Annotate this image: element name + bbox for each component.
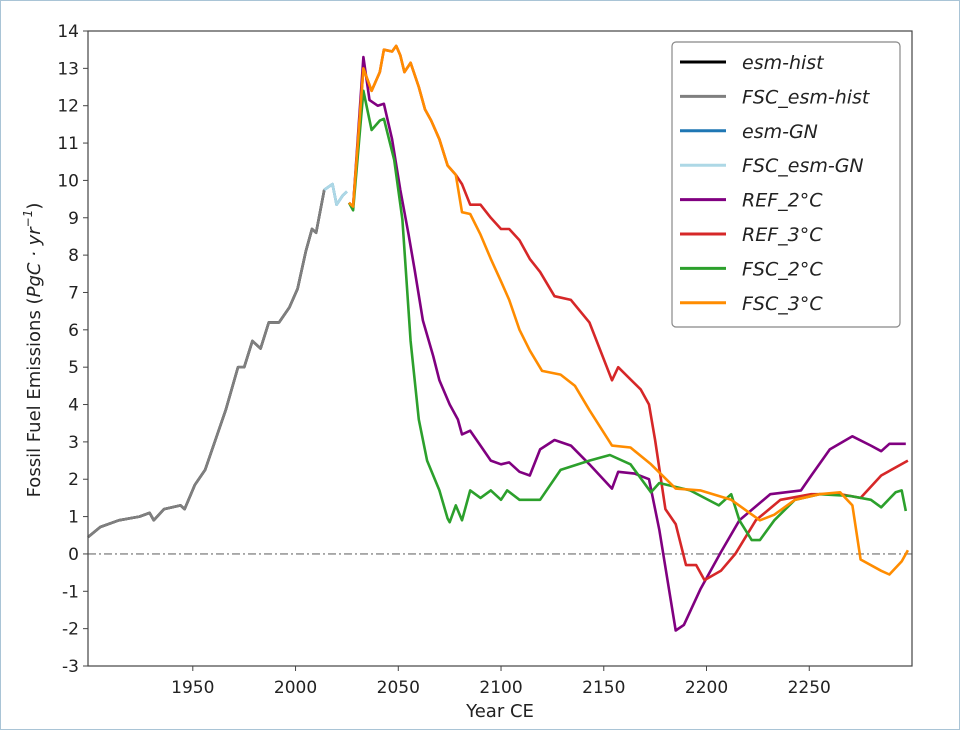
legend-entry: esm-GN	[680, 121, 818, 143]
x-tick-label: 2100	[479, 678, 522, 698]
series-line-esm-hist	[87, 189, 326, 539]
y-label-suffix: )	[24, 203, 45, 210]
y-tick-label: 14	[57, 22, 79, 42]
y-tick-label: 8	[68, 246, 79, 266]
y-tick-label: 4	[68, 396, 79, 416]
x-axis-label: Year CE	[465, 701, 534, 722]
legend-label: esm-hist	[742, 52, 825, 74]
x-tick-label: 1950	[171, 678, 214, 698]
legend-label: FSC_esm-hist	[742, 86, 871, 108]
series-layer	[87, 44, 912, 632]
x-tick-label: 2150	[582, 678, 625, 698]
y-tick-label: -2	[62, 620, 79, 640]
legend-label: REF_3°C	[742, 224, 823, 246]
y-label-unit: PgC · yr	[24, 226, 45, 298]
legend-entry: FSC_2°C	[680, 258, 823, 280]
y-tick-label: 12	[57, 97, 79, 117]
y-tick-label: 13	[57, 59, 79, 79]
y-label-exponent: −1	[21, 210, 35, 228]
series-line-fsc-3-c	[348, 44, 910, 576]
legend-entry: FSC_esm-GN	[680, 155, 864, 177]
legend-entry: FSC_esm-hist	[680, 86, 871, 108]
legend-label: FSC_2°C	[742, 258, 823, 280]
y-tick-label: 6	[68, 321, 79, 341]
series-line-fsc-esm-hist	[87, 189, 326, 539]
legend-label: REF_2°C	[742, 190, 823, 212]
legend-entry: REF_3°C	[680, 224, 823, 246]
y-tick-label: 1	[68, 508, 79, 528]
legend-entry: esm-hist	[680, 52, 825, 74]
y-tick-label: 2	[68, 470, 79, 490]
x-tick-label: 2000	[274, 678, 317, 698]
legend: esm-hist FSC_esm-hist esm-GN FSC_esm-GN REF_…	[671, 41, 901, 328]
y-axis-label: Fossil Fuel Emissions (PgC · yr−1)	[21, 203, 45, 498]
x-tick-label: 2050	[377, 678, 420, 698]
legend-label: FSC_esm-GN	[742, 155, 864, 177]
x-tick-label: 2250	[788, 678, 831, 698]
y-label-prefix: Fossil Fuel Emissions (	[24, 297, 45, 497]
legend-label: esm-GN	[742, 121, 818, 143]
y-tick-label: 9	[68, 209, 79, 229]
legend-entry: FSC_3°C	[680, 293, 823, 315]
y-tick-label: 11	[57, 134, 79, 154]
y-tick-label: -1	[62, 582, 79, 602]
axis-ticks: 1950 2000 2050 2100 2150 2200 2250-3-2-1012345…	[57, 22, 831, 698]
x-tick-label: 2200	[685, 678, 728, 698]
series-line-fsc-esm-gn	[323, 182, 348, 206]
y-tick-label: -3	[62, 657, 79, 677]
y-tick-label: 3	[68, 433, 79, 453]
y-tick-label: 7	[68, 283, 79, 303]
y-tick-label: 0	[68, 545, 79, 565]
y-tick-label: 5	[68, 358, 79, 378]
plot-area-frame	[87, 30, 913, 667]
legend-label: FSC_3°C	[742, 293, 823, 315]
legend-box	[671, 41, 901, 328]
y-tick-label: 10	[57, 171, 79, 191]
series-line-ref-2-c	[348, 55, 906, 632]
legend-entry: REF_2°C	[680, 190, 823, 212]
